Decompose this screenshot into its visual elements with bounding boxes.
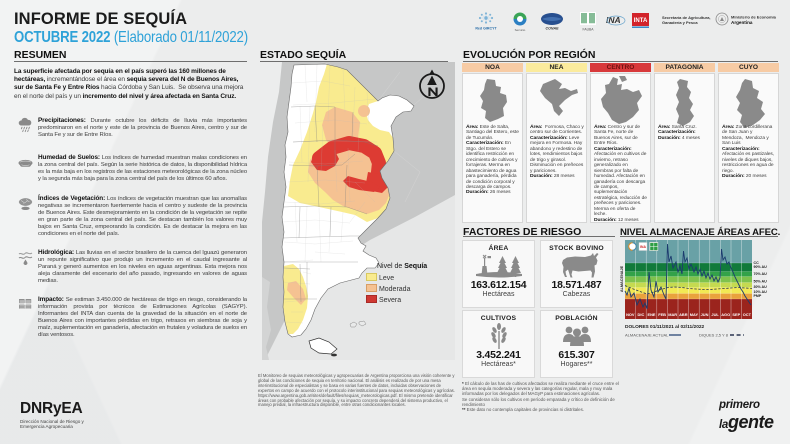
- svg-text:DIC: DIC: [638, 312, 645, 317]
- svg-text:Servicio: Servicio: [515, 28, 526, 32]
- svg-text:AGO: AGO: [721, 312, 730, 317]
- svg-text:DIQUES 2,5 Y 8: DIQUES 2,5 Y 8: [699, 333, 729, 338]
- svg-text:ALMACENAJE ACTUAL: ALMACENAJE ACTUAL: [625, 333, 669, 338]
- svg-text:ALMACENAJE: ALMACENAJE: [620, 265, 624, 292]
- svg-text:PMP: PMP: [754, 294, 762, 298]
- svg-text:INA: INA: [606, 15, 621, 25]
- svg-text:JUN: JUN: [701, 312, 709, 317]
- svg-text:INTA: INTA: [634, 18, 648, 24]
- svg-text:SEP: SEP: [732, 312, 740, 317]
- svg-text:Red GIRCYT: Red GIRCYT: [475, 27, 497, 31]
- svg-text:ABR: ABR: [679, 312, 688, 317]
- svg-text:JUL: JUL: [711, 312, 719, 317]
- svg-text:MAR: MAR: [668, 312, 677, 317]
- svg-text:Ministerio de Economía: Ministerio de Economía: [731, 15, 777, 20]
- svg-text:10% AU: 10% AU: [754, 290, 768, 294]
- svg-text:INA: INA: [640, 245, 646, 249]
- svg-text:MAY: MAY: [690, 312, 699, 317]
- svg-text:NOV: NOV: [626, 312, 635, 317]
- svg-text:CONAE: CONAE: [546, 27, 560, 31]
- svg-text:DOLORES 01/11/2021 al 02/11/20: DOLORES 01/11/2021 al 02/11/2022: [625, 324, 705, 330]
- svg-text:FAUBA: FAUBA: [582, 28, 594, 32]
- svg-text:90% AU: 90% AU: [754, 265, 768, 269]
- svg-text:OCT: OCT: [743, 312, 752, 317]
- svg-text:ENE: ENE: [648, 312, 656, 317]
- svg-text:70% AU: 70% AU: [754, 272, 768, 276]
- svg-text:50% AU: 50% AU: [754, 280, 768, 284]
- svg-text:FEB: FEB: [658, 312, 666, 317]
- svg-text:30% AU: 30% AU: [754, 285, 768, 289]
- svg-text:Argentina: Argentina: [731, 20, 753, 25]
- svg-text:Secretaría de Agricultura,: Secretaría de Agricultura,: [662, 15, 711, 20]
- svg-text:Ganadería y Pesca: Ganadería y Pesca: [662, 20, 698, 25]
- svg-text:CC: CC: [754, 261, 760, 265]
